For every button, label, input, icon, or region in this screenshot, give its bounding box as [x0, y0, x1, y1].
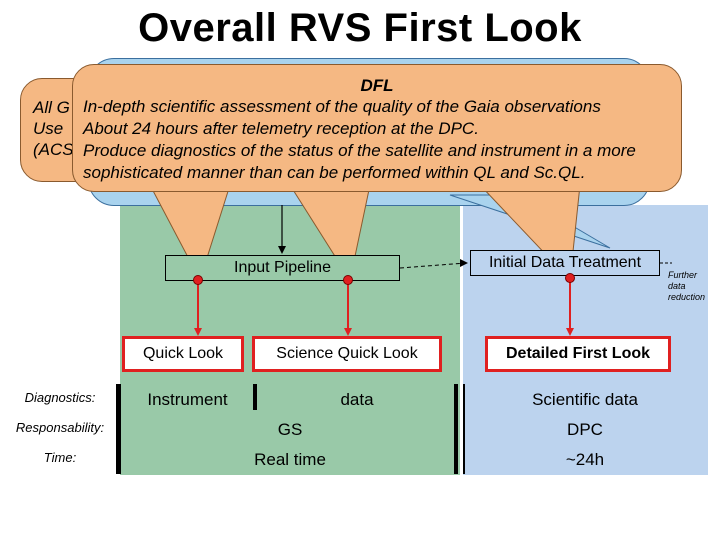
table-divider-left: [116, 384, 121, 474]
quick-look-box: Quick Look: [122, 336, 244, 372]
arrow-head-input: [278, 246, 286, 254]
dfl-callout-line: sophisticated manner than can be perform…: [83, 163, 586, 182]
responsability-gs: GS: [277, 420, 303, 439]
science-quick-look-box: Science Quick Look: [252, 336, 442, 372]
connector-dot-science-quick-look: [343, 275, 353, 285]
table-divider-gs-dpc: [454, 384, 458, 474]
further-data-reduction-label: Further data reduction: [668, 270, 718, 303]
further-line: data: [668, 281, 686, 291]
further-line: Further: [668, 270, 698, 280]
dfl-callout-line: In-depth scientific assessment of the qu…: [83, 97, 601, 116]
time-real-time: Real time: [254, 450, 326, 469]
initial-data-treatment-box: Initial Data Treatment: [470, 250, 660, 276]
responsability-dpc: DPC: [567, 420, 603, 439]
dfl-callout-line: About 24 hours after telemetry reception…: [83, 119, 479, 138]
time-24h: ~24h: [565, 450, 605, 469]
further-line: reduction: [668, 292, 706, 302]
dfl-callout: DFL In-depth scientific assessment of th…: [72, 64, 682, 192]
diagnostics-instrument: Instrument: [147, 390, 228, 409]
dfl-callout-heading: DFL: [360, 76, 394, 95]
input-pipeline-box: Input Pipeline: [165, 255, 400, 281]
table-divider-ql: [253, 384, 257, 410]
table-divider-gs-dpc-thin: [463, 384, 465, 474]
diagnostics-scientific-data: Scientific data: [532, 390, 638, 409]
page-title: Overall RVS First Look: [138, 6, 582, 50]
arrow-input-to-initial: [399, 262, 467, 269]
dfl-callout-line: Produce diagnostics of the status of the…: [83, 141, 636, 160]
connector-dot-detailed-first-look: [565, 273, 575, 283]
row-label-time: Time:: [43, 450, 77, 465]
row-label-diagnostics: Diagnostics:: [24, 390, 96, 405]
background-callout-line: Use: [33, 119, 64, 138]
diagnostics-data: data: [340, 390, 374, 409]
connector-dot-quick-look: [193, 275, 203, 285]
detailed-first-look-box: Detailed First Look: [485, 336, 671, 372]
row-label-responsability: Responsability:: [15, 420, 105, 435]
background-callout-line: (ACS: [33, 140, 74, 159]
background-callout-line: All G: [33, 98, 70, 117]
arrow-head-initial: [460, 259, 468, 267]
